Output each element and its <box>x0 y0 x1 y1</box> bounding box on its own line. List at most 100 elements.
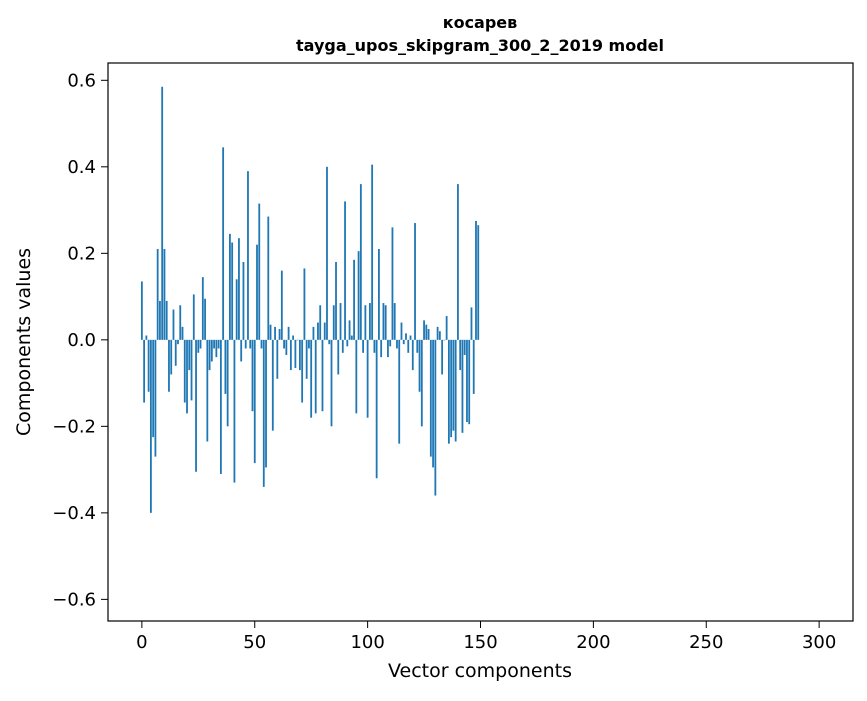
bar <box>301 339 304 403</box>
y-tick-label: 0.2 <box>67 243 96 264</box>
x-tick-label: 200 <box>576 632 610 653</box>
bar <box>436 326 439 340</box>
bar <box>310 339 313 418</box>
bar <box>199 339 202 349</box>
bar <box>215 339 218 358</box>
bar <box>461 339 464 433</box>
bar <box>238 238 240 340</box>
bar <box>161 86 164 340</box>
bar <box>332 305 335 340</box>
bar <box>400 322 403 340</box>
bar <box>258 203 261 340</box>
bar <box>344 201 346 340</box>
bar <box>317 322 319 340</box>
bar <box>276 339 279 379</box>
bar <box>445 316 448 340</box>
bar <box>472 339 475 394</box>
bar <box>466 339 468 423</box>
bar <box>402 339 405 345</box>
bar <box>269 324 272 340</box>
bar <box>183 339 186 403</box>
bar <box>226 339 229 427</box>
bar <box>414 223 416 340</box>
y-tick-label: −0.4 <box>52 503 96 524</box>
bar <box>328 339 331 345</box>
bar <box>190 339 193 401</box>
bar <box>159 300 161 340</box>
bar <box>181 326 184 340</box>
bar <box>341 339 344 353</box>
x-tick-label: 300 <box>802 632 836 653</box>
chart-title-line1: косарев <box>443 13 518 32</box>
y-tick-label: 0.4 <box>67 157 96 178</box>
bar <box>425 324 428 340</box>
bar <box>249 339 252 349</box>
bar <box>407 339 410 353</box>
bar <box>204 298 206 340</box>
bar <box>145 335 148 340</box>
bar <box>447 339 450 444</box>
bar <box>201 277 204 340</box>
bar <box>353 259 355 340</box>
bar <box>154 339 157 457</box>
bar <box>326 166 328 340</box>
bar <box>398 339 401 444</box>
bar <box>359 184 362 340</box>
bar <box>278 329 281 340</box>
bar <box>470 307 473 340</box>
bar <box>382 303 385 340</box>
bar <box>452 339 455 431</box>
bar <box>156 249 159 340</box>
bar <box>260 339 263 349</box>
bar <box>330 339 333 427</box>
bar <box>335 261 337 340</box>
bar <box>262 339 265 487</box>
bar <box>229 233 231 340</box>
bar <box>219 339 222 474</box>
bar <box>423 320 425 340</box>
bar <box>475 220 477 340</box>
bar <box>432 339 434 468</box>
bar-series <box>140 86 480 513</box>
bar <box>457 184 459 340</box>
bar <box>314 339 317 414</box>
bar <box>179 305 182 340</box>
bar <box>339 303 342 340</box>
bar <box>188 339 191 371</box>
bar <box>140 281 143 340</box>
bar <box>168 339 170 392</box>
bar <box>454 339 457 442</box>
bar <box>233 339 236 483</box>
bar <box>298 339 301 371</box>
bar <box>197 339 200 353</box>
bar <box>350 335 353 340</box>
bar <box>251 339 254 412</box>
bar <box>362 339 365 353</box>
x-tick-label: 100 <box>350 632 384 653</box>
bar <box>393 303 396 340</box>
bar <box>147 339 150 392</box>
bar <box>468 339 471 425</box>
bar <box>253 339 256 464</box>
bar <box>443 339 446 341</box>
y-tick-label: −0.6 <box>52 589 96 610</box>
bar <box>396 339 398 349</box>
bar <box>224 339 227 394</box>
bar <box>459 339 462 371</box>
bar <box>195 339 197 472</box>
bar <box>429 339 432 457</box>
bar <box>213 339 216 349</box>
x-tick-label: 0 <box>136 632 147 653</box>
bar <box>434 339 437 496</box>
bar <box>206 339 209 442</box>
bar <box>177 339 179 345</box>
bar <box>323 322 326 340</box>
axis-ticks: 0 50 100 150 200 250 300 −0.6 −0.4 −0.2 0.0 0.2 0.4 0… <box>52 70 836 653</box>
bar <box>348 320 351 340</box>
bar <box>355 339 358 414</box>
bar <box>247 171 249 340</box>
x-tick-label: 250 <box>689 632 723 653</box>
bar <box>373 339 376 353</box>
bar <box>450 339 453 438</box>
